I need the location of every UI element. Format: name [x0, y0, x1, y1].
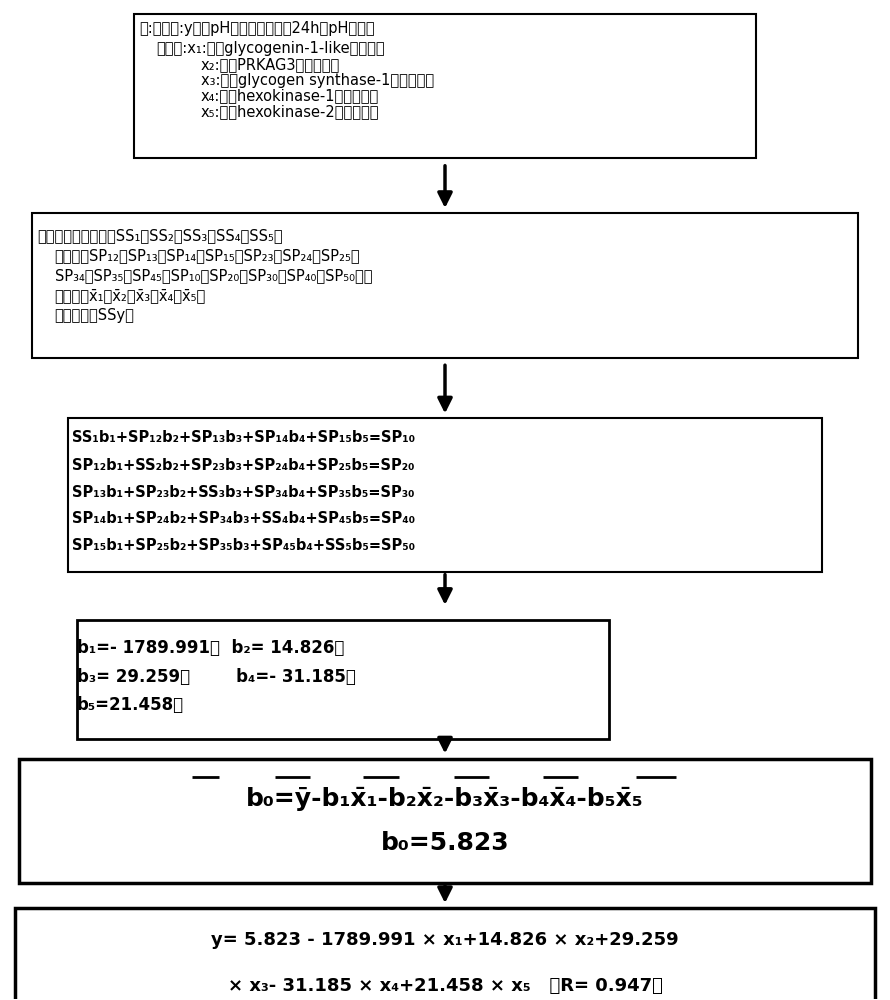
Bar [77, 620, 609, 739]
Bar [134, 14, 756, 158]
Text: 整理得到：平方和：SS₁、SS₂、SS₃、SS₄、SS₅；: 整理得到：平方和：SS₁、SS₂、SS₃、SS₄、SS₅； [36, 228, 282, 243]
Text: b₁=- 1789.991，  b₂= 14.826，: b₁=- 1789.991， b₂= 14.826， [77, 639, 344, 657]
Text: × x₃- 31.185 × x₄+21.458 × x₅   （R= 0.947）: × x₃- 31.185 × x₄+21.458 × x₅ （R= 0.947） [228, 977, 662, 995]
Bar [19, 759, 871, 883]
Text: b₃= 29.259，        b₄=- 31.185，: b₃= 29.259， b₄=- 31.185， [77, 668, 356, 686]
Text: x₄:基因hexokinase-1的表达量，: x₄:基因hexokinase-1的表达量， [201, 89, 379, 104]
Text: SP₁₂b₁+SS₂b₂+SP₂₃b₃+SP₂₄b₄+SP₂₅b₅=SP₂₀: SP₁₂b₁+SS₂b₂+SP₂₃b₃+SP₂₄b₄+SP₂₅b₅=SP₂₀ [72, 458, 415, 473]
Text: SP₁₃b₁+SP₂₃b₂+SS₃b₃+SP₃₄b₄+SP₃₅b₅=SP₃₀: SP₁₃b₁+SP₂₃b₂+SS₃b₃+SP₃₄b₄+SP₃₅b₅=SP₃₀ [72, 485, 415, 500]
Text: x₂:基因PRKAG3的表达量，: x₂:基因PRKAG3的表达量， [201, 57, 340, 72]
Bar [68, 418, 822, 572]
Text: b₀=5.823: b₀=5.823 [381, 831, 509, 855]
Text: SS₁b₁+SP₁₂b₂+SP₁₃b₃+SP₁₄b₄+SP₁₅b₅=SP₁₀: SS₁b₁+SP₁₂b₂+SP₁₃b₃+SP₁₄b₄+SP₁₅b₅=SP₁₀ [72, 430, 416, 445]
Text: x₅:基因hexokinase-2的表达量。: x₅:基因hexokinase-2的表达量。 [201, 105, 379, 120]
Text: SP₁₄b₁+SP₂₄b₂+SP₃₄b₃+SS₄b₄+SP₄₅b₅=SP₄₀: SP₁₄b₁+SP₂₄b₂+SP₃₄b₃+SS₄b₄+SP₄₅b₅=SP₄₀ [72, 511, 416, 526]
Text: b₅=21.458。: b₅=21.458。 [77, 696, 184, 714]
Text: x₃:基因glycogen synthase-1的表达量，: x₃:基因glycogen synthase-1的表达量， [201, 73, 434, 88]
Text: 总平方和：SSy。: 总平方和：SSy。 [54, 308, 134, 323]
Text: 自变量:x₁:基因glycogenin-1-like的表达量: 自变量:x₁:基因glycogenin-1-like的表达量 [157, 41, 385, 56]
Text: y= 5.823 - 1789.991 × x₁+14.826 × x₂+29.259: y= 5.823 - 1789.991 × x₁+14.826 × x₂+29.… [211, 931, 679, 949]
Text: SP₁₅b₁+SP₂₅b₂+SP₃₅b₃+SP₄₅b₄+SS₅b₅=SP₅₀: SP₁₅b₁+SP₂₅b₂+SP₃₅b₃+SP₄₅b₄+SS₅b₅=SP₅₀ [72, 538, 416, 553]
Text: 平均数：x̄₁、x̄₂、x̄₃、x̄₄、x̄₅；: 平均数：x̄₁、x̄₂、x̄₃、x̄₄、x̄₅； [54, 288, 206, 303]
Bar [32, 213, 858, 358]
Text: 设:依变量:y最终pH值（猪只屠宰后24h的pH值）；: 设:依变量:y最终pH值（猪只屠宰后24h的pH值）； [139, 21, 375, 36]
Bar [15, 908, 875, 1000]
Text: b₀=ȳ-b₁x̄₁-b₂x̄₂-b₃x̄₃-b₄x̄₄-b₅x̄₅: b₀=ȳ-b₁x̄₁-b₂x̄₂-b₃x̄₃-b₄x̄₄-b₅x̄₅ [247, 787, 643, 811]
Text: SP₃₄、SP₃₅、SP₄₅、SP₁₀、SP₂₀、SP₃₀、SP₄₀、SP₅₀、；: SP₃₄、SP₃₅、SP₄₅、SP₁₀、SP₂₀、SP₃₀、SP₄₀、SP₅₀、… [54, 268, 372, 283]
Text: 乘积和：SP₁₂、SP₁₃、SP₁₄、SP₁₅、SP₂₃、SP₂₄、SP₂₅、: 乘积和：SP₁₂、SP₁₃、SP₁₄、SP₁₅、SP₂₃、SP₂₄、SP₂₅、 [54, 248, 360, 263]
